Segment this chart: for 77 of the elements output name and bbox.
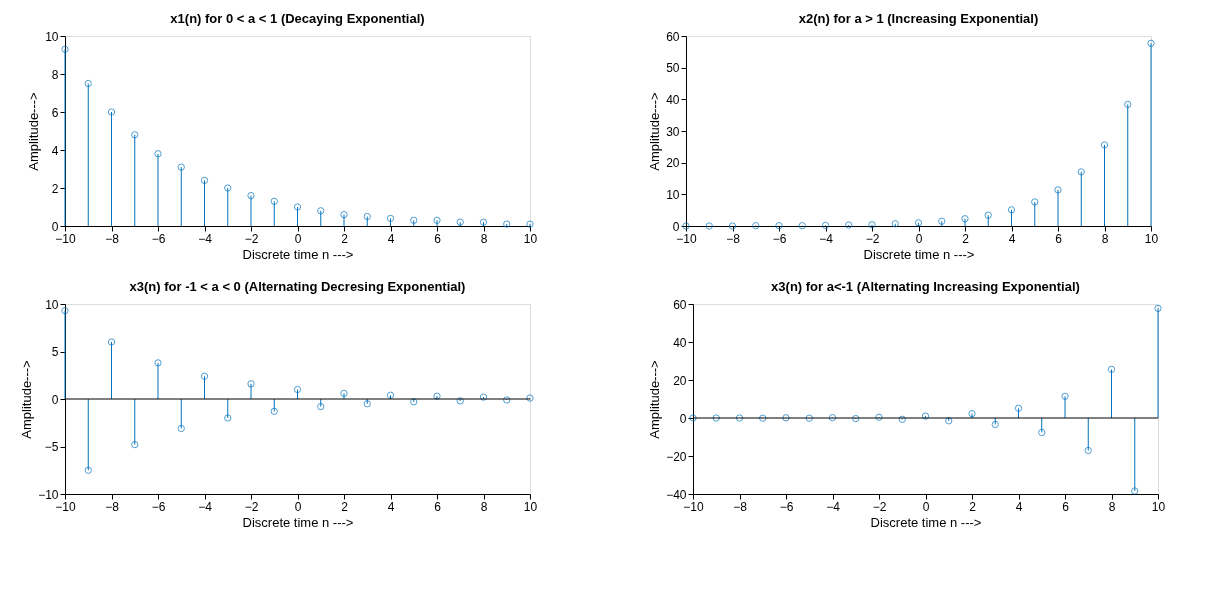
x-tick-label: −8 [733, 499, 748, 514]
y-tick-label: 4 [51, 143, 59, 158]
x-tick-label: 4 [387, 499, 395, 514]
y-tick-label: 10 [666, 187, 680, 202]
x-tick-label: 2 [969, 499, 977, 514]
chart-title: x3(n) for a<-1 (Alternating Increasing Exponential) [771, 279, 1080, 294]
x-tick-label: 8 [480, 499, 488, 514]
x-tick-label: −2 [865, 231, 880, 246]
chart-title: x2(n) for a > 1 (Increasing Exponential) [798, 11, 1039, 26]
y-axis-title: Amplitude---> [647, 360, 663, 439]
x-tick-label: 10 [1151, 499, 1166, 514]
x-axis-title: Discrete time n ---> [870, 514, 982, 530]
x-axis-title: Discrete time n ---> [863, 246, 975, 262]
y-tick-label: 0 [51, 219, 59, 234]
y-tick-label: 0 [679, 411, 687, 426]
x-axis-title: Discrete time n ---> [242, 514, 354, 530]
x-tick-label: −4 [198, 499, 213, 514]
y-tick-label: 0 [51, 392, 59, 407]
x-tick-label: −6 [151, 231, 166, 246]
y-tick-label: 60 [666, 29, 680, 44]
x-tick-label: 8 [1108, 499, 1116, 514]
x-axis-title: Discrete time n ---> [242, 246, 354, 262]
y-tick-label: −5 [44, 440, 59, 454]
x-tick-label: 0 [915, 231, 923, 246]
x-tick-label: −6 [151, 499, 166, 514]
y-tick-label: 5 [51, 345, 59, 359]
y-axis-title: Amplitude---> [647, 92, 663, 171]
y-tick-label: 40 [673, 335, 687, 350]
x-tick-label: 8 [480, 231, 488, 246]
x-tick-label: 6 [434, 231, 442, 246]
x-tick-label: 10 [523, 231, 538, 246]
x-tick-label: 4 [387, 231, 395, 246]
y-tick-label: 20 [673, 373, 687, 388]
y-tick-label: 60 [673, 297, 687, 312]
x-tick-label: −2 [872, 499, 887, 514]
y-tick-label: 6 [51, 105, 59, 120]
x-tick-label: 4 [1015, 499, 1023, 514]
x-tick-label: −4 [198, 231, 213, 246]
x-tick-label: 8 [1101, 231, 1109, 246]
x-tick-label: 10 [523, 499, 538, 514]
x-tick-label: −10 [683, 499, 704, 514]
x-tick-label: 2 [341, 231, 349, 246]
x-tick-label: 2 [962, 231, 970, 246]
x-tick-label: 4 [1008, 231, 1016, 246]
x-tick-label: −4 [826, 499, 841, 514]
y-axis-title: Amplitude---> [26, 92, 42, 171]
y-tick-label: −20 [666, 449, 687, 464]
chart-title: x3(n) for -1 < a < 0 (Alternating Decresing Exponential) [129, 279, 466, 294]
y-tick-label: 40 [666, 92, 680, 107]
x-tick-label: −8 [105, 499, 120, 514]
y-tick-label: −40 [666, 487, 687, 502]
x-tick-label: −6 [779, 499, 794, 514]
x-tick-label: 6 [1062, 499, 1070, 514]
x-tick-label: −2 [244, 499, 259, 514]
y-tick-label: 10 [45, 29, 59, 44]
y-tick-label: 30 [666, 124, 680, 139]
y-tick-label: 10 [45, 297, 59, 312]
y-tick-label: 8 [51, 67, 59, 82]
y-tick-label: −10 [38, 487, 59, 502]
y-tick-label: 0 [672, 219, 680, 234]
x-tick-label: −8 [105, 231, 120, 246]
x-tick-label: 2 [341, 499, 349, 514]
x-tick-label: −6 [772, 231, 787, 246]
x-tick-label: −8 [726, 231, 741, 246]
x-tick-label: −2 [244, 231, 259, 246]
chart-title: x1(n) for 0 < a < 1 (Decaying Exponential) [170, 11, 425, 26]
y-tick-label: 2 [51, 181, 59, 196]
y-tick-label: 20 [666, 156, 680, 171]
x-tick-label: 0 [294, 231, 302, 246]
y-tick-label: 50 [666, 61, 680, 76]
x-tick-label: 6 [1055, 231, 1063, 246]
y-axis-title: Amplitude---> [19, 360, 35, 439]
x-tick-label: −4 [819, 231, 834, 246]
x-tick-label: 10 [1144, 231, 1159, 246]
x-tick-label: 6 [434, 499, 442, 514]
x-tick-label: 0 [294, 499, 302, 514]
x-tick-label: 0 [922, 499, 930, 514]
